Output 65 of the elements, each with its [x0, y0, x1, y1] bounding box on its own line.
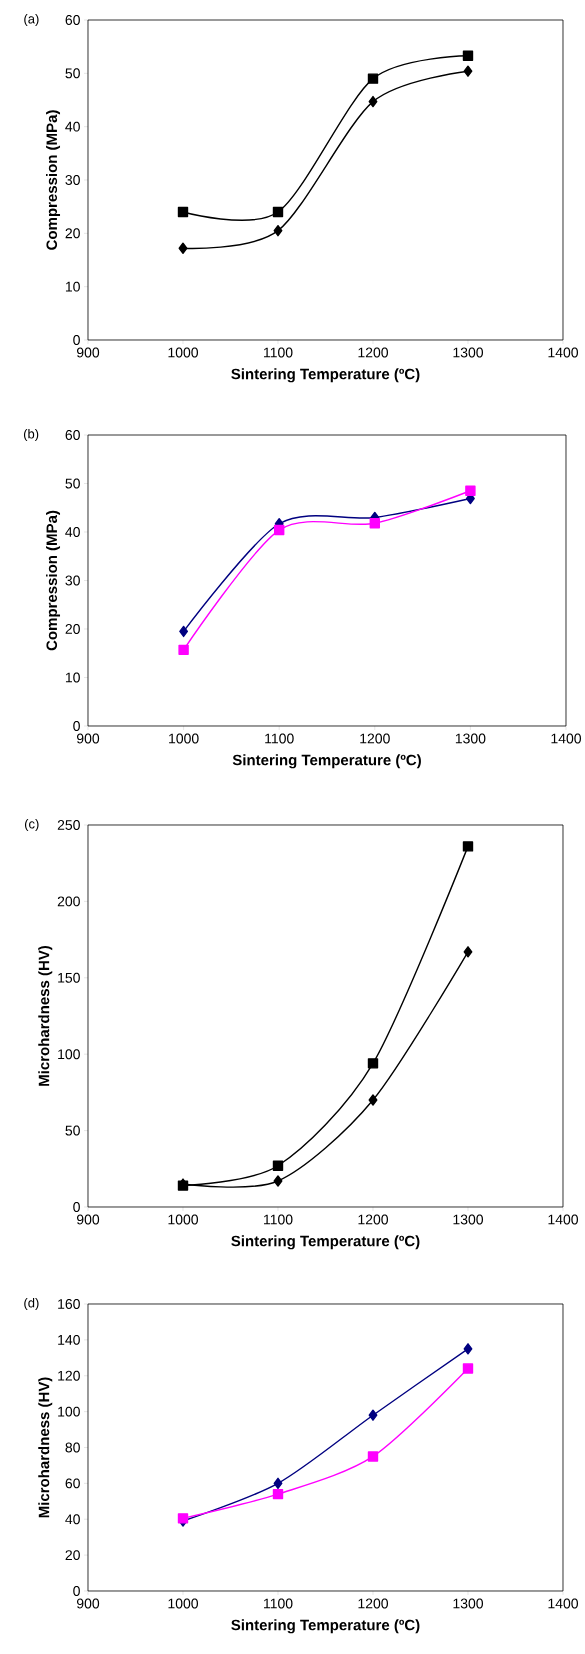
- text: (b): [23, 428, 39, 442]
- y-tick-label: 40: [65, 121, 80, 132]
- x-tick-label: 900: [76, 347, 100, 358]
- y-axis-title: Compression (MPa): [46, 110, 61, 250]
- y-tick-label: 0: [73, 335, 80, 345]
- x-tick-label: 1000: [168, 347, 199, 358]
- y-tick-label: 0: [73, 721, 80, 731]
- x-tick-label: 1400: [551, 733, 582, 744]
- y-tick-label: 250: [57, 820, 80, 830]
- y-tick-label: 50: [65, 478, 80, 489]
- y-axis-title: Compression (MPa): [46, 510, 61, 651]
- y-tick-label: 20: [65, 624, 80, 634]
- x-tick-label: 1100: [264, 1214, 293, 1225]
- x-tick-label: 900: [76, 1598, 100, 1609]
- x-tick-label: 1100: [265, 733, 294, 744]
- y-tick-label: 150: [58, 972, 80, 983]
- y-tick-label: 20: [65, 1550, 80, 1561]
- x-axis-title: Sintering Temperature (ºC): [231, 1619, 420, 1634]
- y-tick-label: 40: [65, 1514, 80, 1525]
- x-tick-label: 1400: [548, 1598, 579, 1609]
- x-tick-label: 1200: [358, 1214, 389, 1225]
- x-tick-label: 1100: [264, 347, 293, 358]
- x-tick-label: 1300: [453, 347, 484, 358]
- y-tick-label: 160: [58, 1299, 80, 1309]
- x-tick-label: 1000: [168, 1598, 199, 1609]
- x-tick-label: 1200: [360, 733, 390, 744]
- y-tick-label: 100: [58, 1406, 80, 1417]
- y-tick-label: 80: [65, 1442, 80, 1453]
- x-axis-title: Sintering Temperature (ºC): [232, 754, 421, 769]
- x-tick-label: 1300: [453, 1214, 484, 1225]
- x-axis-title: Sintering Temperature (ºC): [231, 368, 420, 383]
- x-tick-label: 900: [76, 733, 100, 744]
- x-axis-title: Sintering Temperature (ºC): [231, 1235, 420, 1250]
- x-tick-label: 1000: [169, 733, 199, 744]
- y-tick-label: 60: [65, 430, 80, 440]
- y-tick-label: 20: [65, 228, 80, 239]
- x-tick-label: 1000: [168, 1214, 199, 1225]
- y-tick-label: 50: [65, 68, 80, 79]
- x-tick-label: 1300: [453, 1598, 484, 1609]
- y-tick-label: 0: [73, 1586, 80, 1596]
- y-tick-label: 50: [65, 1125, 80, 1136]
- y-tick-label: 30: [65, 175, 80, 185]
- x-tick-label: 900: [76, 1214, 100, 1225]
- y-tick-label: 40: [65, 527, 80, 537]
- y-tick-label: 0: [73, 1202, 80, 1212]
- text: (c): [24, 818, 39, 832]
- y-tick-label: 60: [65, 1478, 80, 1489]
- text: (a): [24, 13, 39, 27]
- y-axis-title: Microhardness (HV): [38, 1377, 53, 1518]
- text: (d): [24, 1297, 39, 1311]
- y-tick-label: 60: [65, 15, 80, 25]
- y-tick-label: 10: [65, 672, 80, 683]
- x-tick-label: 1400: [548, 347, 579, 358]
- x-tick-label: 1300: [455, 733, 486, 744]
- y-tick-label: 10: [65, 281, 80, 292]
- x-tick-label: 1400: [548, 1214, 579, 1225]
- x-tick-label: 1200: [358, 347, 389, 358]
- x-tick-label: 1200: [358, 1598, 389, 1609]
- y-axis-title: Microhardness (HV): [38, 945, 53, 1086]
- y-tick-label: 100: [58, 1049, 80, 1060]
- y-tick-label: 200: [57, 896, 80, 907]
- y-tick-label: 30: [65, 575, 80, 586]
- x-tick-label: 1100: [264, 1598, 293, 1609]
- y-tick-label: 120: [58, 1370, 80, 1381]
- y-tick-label: 140: [58, 1334, 80, 1345]
